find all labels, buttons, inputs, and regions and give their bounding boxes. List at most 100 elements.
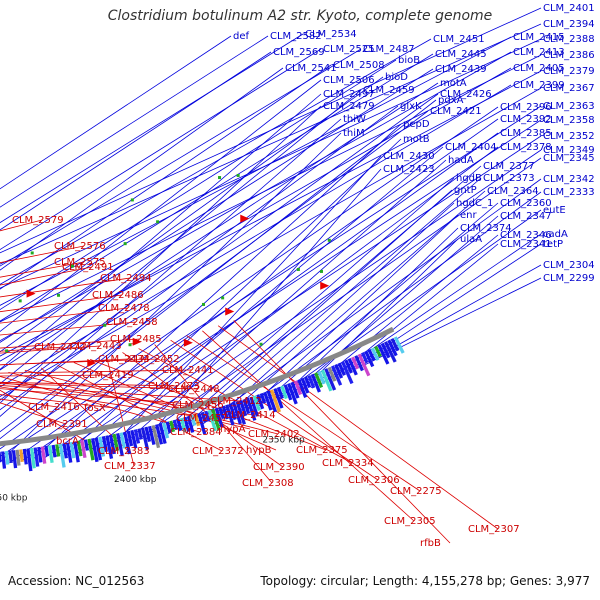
leader-line [0,375,201,433]
gene-label-forward: CLM_2451 [433,34,485,45]
gene-label-forward: def [233,31,250,42]
rrna-tick [221,296,225,300]
feature-block [304,376,312,389]
feature-block [314,372,324,389]
gene-label-forward: CLM_2508 [333,60,385,71]
feature-block [1,451,7,469]
leader-line [0,381,255,416]
gene-label-reverse: CLM_2412 [210,396,262,407]
feature-block [8,450,13,464]
leader-line [0,105,322,404]
gene-label-forward: CLM_2479 [323,101,375,112]
leader-line [0,358,129,366]
feature-block [62,443,68,459]
gene-label-forward: CLM_2421 [430,106,482,117]
gene-label-reverse: CLM_2433 [98,354,150,365]
feature-block [317,370,326,385]
gene-label-forward: CLM_2445 [435,49,487,60]
feature-block [26,448,33,472]
feature-block [0,451,2,463]
gene-label-forward: CLM_2352 [543,131,595,142]
leader-line [156,177,455,438]
feature-block [147,425,156,446]
feature-block [225,404,235,426]
leader-line [0,307,129,324]
gene-label-forward: CLM_2388 [543,34,595,45]
feature-block [33,447,40,467]
gene-label-forward: motA [440,78,467,89]
gene-label-reverse: CLM_2472 [34,342,86,353]
leader-lines [0,7,542,544]
feature-block [364,350,375,368]
feature-block [126,430,134,447]
gene-label-forward: CLM_2439 [435,64,487,75]
gene-label-forward: bioD [385,72,408,83]
gene-label-forward: CLM_2347 [500,211,552,222]
gene-label-reverse: CLM_2402 [248,429,300,440]
feature-block [58,443,66,468]
leader-line [0,99,437,440]
feature-block [151,424,161,449]
gene-label-forward: CLM_2401 [543,3,595,14]
gene-label-forward: CLM_2333 [543,187,595,198]
feature-block [367,348,376,362]
leader-line [0,7,542,254]
rrna-tick [70,264,74,268]
feature-block [155,424,164,445]
gene-label-reverse: CLM_2473 [148,381,200,392]
feature-block [123,431,132,455]
feature-track [0,173,405,472]
leader-line [24,369,279,435]
feature-block [393,336,405,354]
gene-label-forward: CLM_2386 [543,50,595,61]
genome-backbone [0,326,395,447]
gene-label-forward: pepD [403,119,430,130]
leader-line [145,168,382,440]
gene-label-reverse: CLM_2576 [54,241,106,252]
gene-label-forward: CLM_2304 [543,260,595,271]
feature-block [280,385,288,400]
kbp-scale: 2650 kbp2600 kbp2550 kbp2500 kbp2450 kbp… [0,436,305,504]
leader-line [0,389,87,442]
gene-label-reverse: bcrA [56,436,79,447]
gene-label-forward: CLM_2525 [323,44,375,55]
feature-block [327,366,337,382]
feature-block [290,381,300,399]
gene-label-forward: hadA [448,155,474,166]
feature-block [140,427,150,450]
feature-block [232,402,242,425]
leader-line [122,352,284,468]
feature-block [158,423,167,444]
leader-line [0,321,137,336]
rrna-tick [218,176,222,180]
gene-label-forward: CLM_2346 [500,230,552,241]
feature-block [197,412,207,435]
leader-line [212,202,455,422]
leader-line [89,146,499,452]
feature-block [176,418,183,431]
feature-block [44,445,50,457]
feature-block [235,401,247,425]
feature-block [47,445,54,463]
feature-block [330,365,343,386]
topology-text: Topology: circular; Length: 4,155,278 bp… [260,574,590,588]
gene-label-reverse: CLM_2383 [98,446,150,457]
gene-label-forward: CLM_2364 [487,186,539,197]
leader-line [267,209,542,405]
feature-block [269,389,282,413]
gene-label-forward: CLM_2430 [383,151,435,162]
rrna-tick [327,238,331,242]
feature-block [193,413,201,427]
gene-label-forward: CLM_2459 [363,85,415,96]
leader-line [0,36,512,306]
feature-block [218,406,225,420]
gene-label-reverse: CLM_2457 [176,413,228,424]
feature-block [169,420,176,433]
gene-label-reverse: CLM_2391 [36,419,88,430]
gene-label-forward: CLM_2392 [500,114,552,125]
leader-line [66,138,402,456]
feature-block [297,379,308,398]
leader-line [0,261,85,278]
reverse-gene-arrow [132,337,142,346]
gene-label-forward: CLM_2413 [513,47,565,58]
